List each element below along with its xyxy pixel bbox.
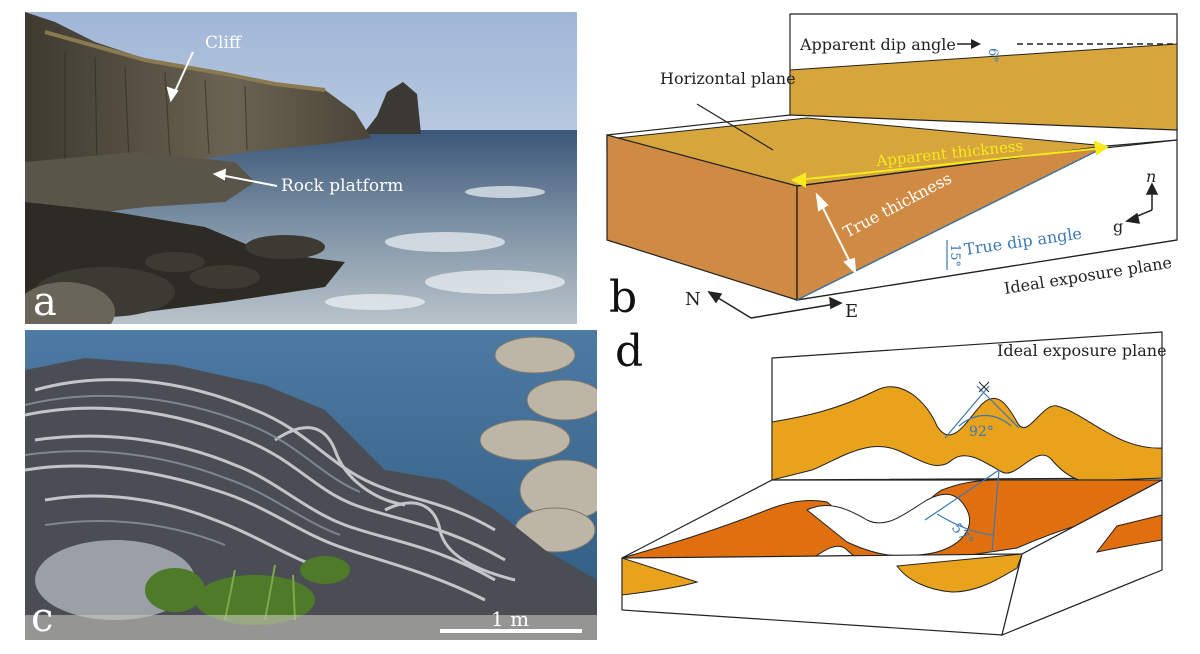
horizontal-plane-label: Horizontal plane [660, 69, 796, 88]
true-dip-angle-label: True dip angle [963, 224, 1083, 259]
panel-b-diagram: Apparent thickness True thickness Horizo… [597, 0, 1200, 330]
panel-c-letter: c [31, 595, 54, 640]
fold-block-diagram: 92° 57° Ideal exposure plane [621, 331, 1167, 636]
apparent-dip-angle-label: Apparent dip angle [799, 35, 956, 54]
rock-platform-label: Rock platform [281, 176, 403, 196]
panel-a-photo: Cliff Rock platform a [25, 12, 577, 324]
apparent-dip-value: 6° [985, 48, 1000, 63]
compass-n-label: N [685, 289, 701, 310]
panel-b-letter: b [609, 272, 638, 323]
panel-c-photo: 1 m c [25, 330, 597, 640]
apparent-dip-block-diagram: Apparent thickness True thickness Horizo… [606, 13, 1178, 322]
ideal-exposure-plane-label-d: Ideal exposure plane [997, 341, 1167, 360]
axis-g-label: g [1113, 217, 1123, 236]
scale-bar-label: 1 m [491, 607, 529, 631]
cliff-label: Cliff [205, 33, 243, 53]
scale-bar [440, 629, 582, 633]
panel-d-letter: d [615, 330, 644, 377]
ideal-exposure-plane-label-b: Ideal exposure plane [1003, 253, 1173, 298]
axis-n-label: n [1146, 167, 1156, 186]
panel-a-letter: a [33, 279, 57, 324]
panel-d-diagram: 92° 57° Ideal exposure plane d [597, 330, 1200, 654]
folded-rock-image: 1 m [25, 330, 597, 640]
coastal-cliff-image: Cliff Rock platform [25, 12, 577, 324]
fold-angle-upper: 92° [969, 424, 994, 440]
true-dip-value: 15° [947, 244, 962, 267]
compass-e-label: E [845, 301, 858, 322]
